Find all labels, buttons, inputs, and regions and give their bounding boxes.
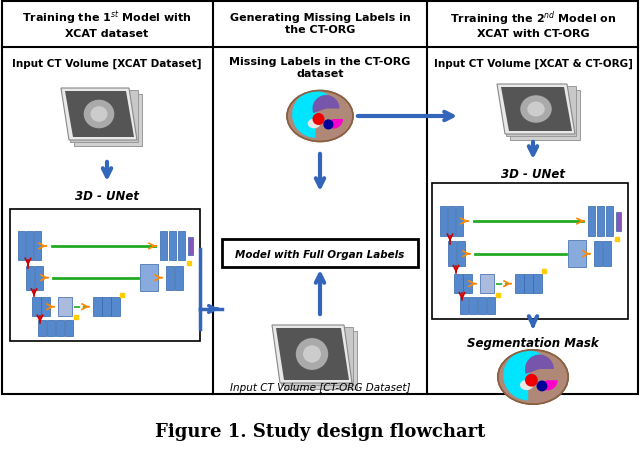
Bar xyxy=(32,298,41,316)
Polygon shape xyxy=(276,328,349,380)
Bar xyxy=(432,184,628,319)
Bar xyxy=(594,242,602,266)
Bar xyxy=(487,298,495,314)
Bar xyxy=(58,298,72,316)
Bar xyxy=(2,2,638,394)
Bar xyxy=(188,237,193,256)
Polygon shape xyxy=(61,89,137,141)
Polygon shape xyxy=(281,327,353,385)
Bar xyxy=(175,266,183,290)
Bar xyxy=(616,212,621,231)
Bar xyxy=(47,320,55,336)
Polygon shape xyxy=(74,95,142,147)
Wedge shape xyxy=(312,96,339,114)
Polygon shape xyxy=(497,85,575,135)
Ellipse shape xyxy=(90,107,108,122)
Polygon shape xyxy=(510,91,580,141)
Bar xyxy=(34,232,41,261)
Bar xyxy=(140,265,158,291)
Text: Segmentation Mask: Segmentation Mask xyxy=(467,337,599,350)
Bar xyxy=(454,274,463,293)
Bar xyxy=(166,266,174,290)
Bar xyxy=(169,232,176,261)
Ellipse shape xyxy=(498,350,568,404)
Ellipse shape xyxy=(520,380,533,390)
Bar xyxy=(588,207,595,237)
Ellipse shape xyxy=(527,102,545,117)
Text: Trraining the 2$^{nd}$ Model on
XCAT with CT-ORG: Trraining the 2$^{nd}$ Model on XCAT wit… xyxy=(450,9,616,39)
Bar xyxy=(35,266,43,290)
Bar xyxy=(18,232,25,261)
Bar xyxy=(568,241,586,268)
Bar xyxy=(26,266,34,290)
Text: Generating Missing Labels in
the CT-ORG: Generating Missing Labels in the CT-ORG xyxy=(230,13,410,35)
Ellipse shape xyxy=(287,91,353,142)
Bar xyxy=(38,320,46,336)
Bar xyxy=(178,232,185,261)
Polygon shape xyxy=(285,331,357,389)
Bar xyxy=(480,274,494,293)
Bar xyxy=(102,298,111,316)
Polygon shape xyxy=(501,88,572,131)
Polygon shape xyxy=(70,91,138,143)
Bar xyxy=(41,298,50,316)
Text: 3D - UNet: 3D - UNet xyxy=(75,190,139,203)
Bar xyxy=(533,274,542,293)
Bar xyxy=(469,298,477,314)
Bar xyxy=(448,242,456,266)
Bar xyxy=(93,298,102,316)
Bar xyxy=(463,274,472,293)
Bar xyxy=(448,207,455,237)
Text: Input CT Volume [XCAT Dataset]: Input CT Volume [XCAT Dataset] xyxy=(12,59,202,69)
Text: Model with Full Organ Labels: Model with Full Organ Labels xyxy=(236,249,404,259)
Ellipse shape xyxy=(84,101,115,129)
Ellipse shape xyxy=(296,339,328,370)
Text: Input CT Volume [XCAT & CT-ORG]: Input CT Volume [XCAT & CT-ORG] xyxy=(433,59,632,69)
Text: 3D - UNet: 3D - UNet xyxy=(501,168,565,181)
Bar xyxy=(515,274,524,293)
Bar xyxy=(440,207,447,237)
Polygon shape xyxy=(65,92,134,138)
Bar xyxy=(457,242,465,266)
Bar xyxy=(56,320,64,336)
Bar xyxy=(460,298,468,314)
Text: Input CT Volume [CT-ORG Dataset]: Input CT Volume [CT-ORG Dataset] xyxy=(230,382,410,392)
Bar xyxy=(111,298,120,316)
Bar xyxy=(26,232,33,261)
Wedge shape xyxy=(525,355,554,374)
Text: Training the 1$^{st}$ Model with
XCAT dataset: Training the 1$^{st}$ Model with XCAT da… xyxy=(22,10,192,39)
Bar xyxy=(160,232,167,261)
Bar xyxy=(222,239,418,268)
Bar xyxy=(606,207,613,237)
Ellipse shape xyxy=(520,96,552,123)
Polygon shape xyxy=(272,325,352,383)
Bar xyxy=(65,320,73,336)
Circle shape xyxy=(525,374,538,387)
Wedge shape xyxy=(538,380,557,390)
Bar xyxy=(597,207,604,237)
Wedge shape xyxy=(292,92,327,139)
Ellipse shape xyxy=(308,119,320,129)
Bar xyxy=(456,207,463,237)
Bar xyxy=(10,210,200,341)
Text: Figure 1. Study design flowchart: Figure 1. Study design flowchart xyxy=(155,422,485,440)
Circle shape xyxy=(312,114,324,126)
Circle shape xyxy=(536,381,547,392)
Bar xyxy=(478,298,486,314)
Bar xyxy=(603,242,611,266)
Bar xyxy=(524,274,533,293)
Text: Missing Labels in the CT-ORG
dataset: Missing Labels in the CT-ORG dataset xyxy=(229,57,411,79)
Wedge shape xyxy=(324,120,343,129)
Circle shape xyxy=(323,120,333,130)
Polygon shape xyxy=(506,87,576,136)
Ellipse shape xyxy=(303,345,321,363)
Wedge shape xyxy=(503,351,541,400)
